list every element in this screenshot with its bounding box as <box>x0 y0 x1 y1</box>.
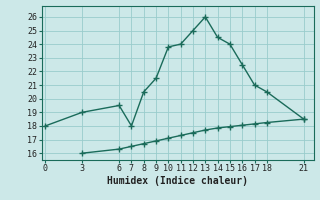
X-axis label: Humidex (Indice chaleur): Humidex (Indice chaleur) <box>107 176 248 186</box>
